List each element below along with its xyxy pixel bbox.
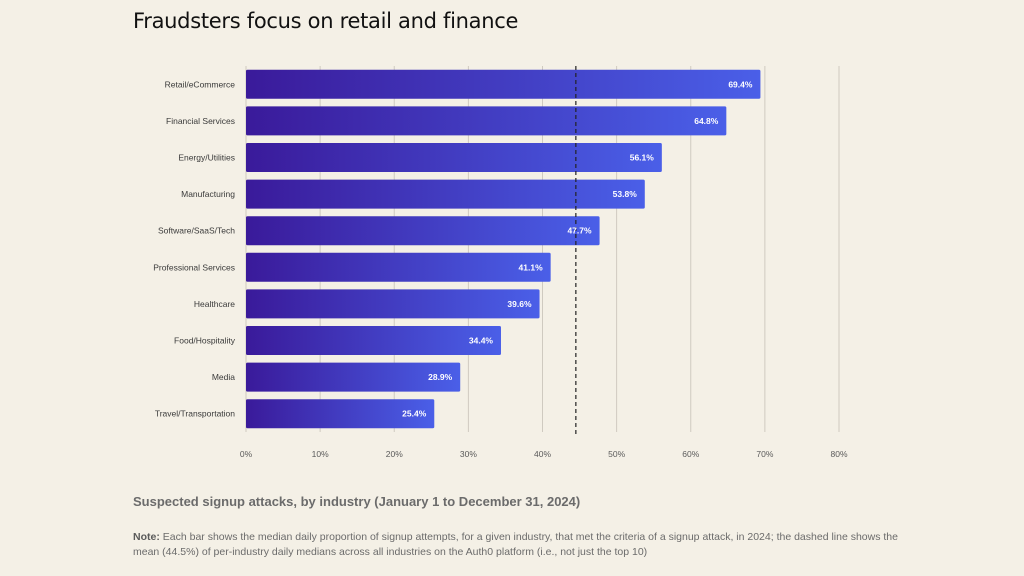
category-label: Food/Hospitality <box>174 336 236 346</box>
x-tick-label: 10% <box>312 449 329 459</box>
bar <box>246 143 662 172</box>
labels: 0% 10% 20% 30% 40% 50% 60% 70% 80% Retail/eCommer… <box>153 79 848 459</box>
category-label: Professional Services <box>153 262 235 272</box>
data-label: 64.8% <box>694 116 719 126</box>
data-label: 69.4% <box>728 79 753 89</box>
x-tick-label: 0% <box>240 449 253 459</box>
x-tick-label: 80% <box>830 449 847 459</box>
bar <box>246 69 761 99</box>
bar <box>246 106 727 136</box>
chart-title: Fraudsters focus on retail and finance <box>133 9 519 33</box>
x-tick-label: 40% <box>534 449 551 459</box>
category-label: Financial Services <box>166 116 235 126</box>
bar <box>246 179 645 209</box>
x-tick-label: 30% <box>460 449 477 459</box>
data-label: 34.4% <box>469 336 494 346</box>
category-label: Energy/Utilities <box>178 153 235 163</box>
bar <box>246 326 501 355</box>
bar <box>246 289 540 319</box>
chart-subtitle: Suspected signup attacks, by industry (J… <box>133 494 581 509</box>
bar <box>246 252 551 282</box>
data-label: 56.1% <box>630 153 655 163</box>
x-tick-label: 20% <box>386 449 403 459</box>
data-label: 39.6% <box>507 299 532 309</box>
bars <box>246 69 761 429</box>
category-label: Retail/eCommerce <box>165 79 236 89</box>
data-label: 28.9% <box>428 372 453 382</box>
note-text: Each bar shows the median daily proporti… <box>133 531 898 558</box>
category-label: Software/SaaS/Tech <box>158 226 235 236</box>
bar <box>246 399 435 429</box>
category-label: Manufacturing <box>181 189 235 199</box>
category-label: Healthcare <box>194 299 235 309</box>
category-label: Travel/Transportation <box>155 409 235 419</box>
x-tick-label: 70% <box>756 449 773 459</box>
bar-chart: 0% 10% 20% 30% 40% 50% 60% 70% 80% Retail/eCommer… <box>153 66 848 459</box>
data-label: 47.7% <box>567 226 592 236</box>
data-label: 53.8% <box>613 189 638 199</box>
bar <box>246 216 600 246</box>
note-label: Note: <box>133 531 160 543</box>
category-label: Media <box>212 372 235 382</box>
bar <box>246 362 461 392</box>
chart-note: Note: Each bar shows the median daily pr… <box>133 530 913 560</box>
x-tick-label: 50% <box>608 449 625 459</box>
data-label: 25.4% <box>402 409 427 419</box>
x-tick-label: 60% <box>682 449 699 459</box>
data-label: 41.1% <box>519 262 544 272</box>
